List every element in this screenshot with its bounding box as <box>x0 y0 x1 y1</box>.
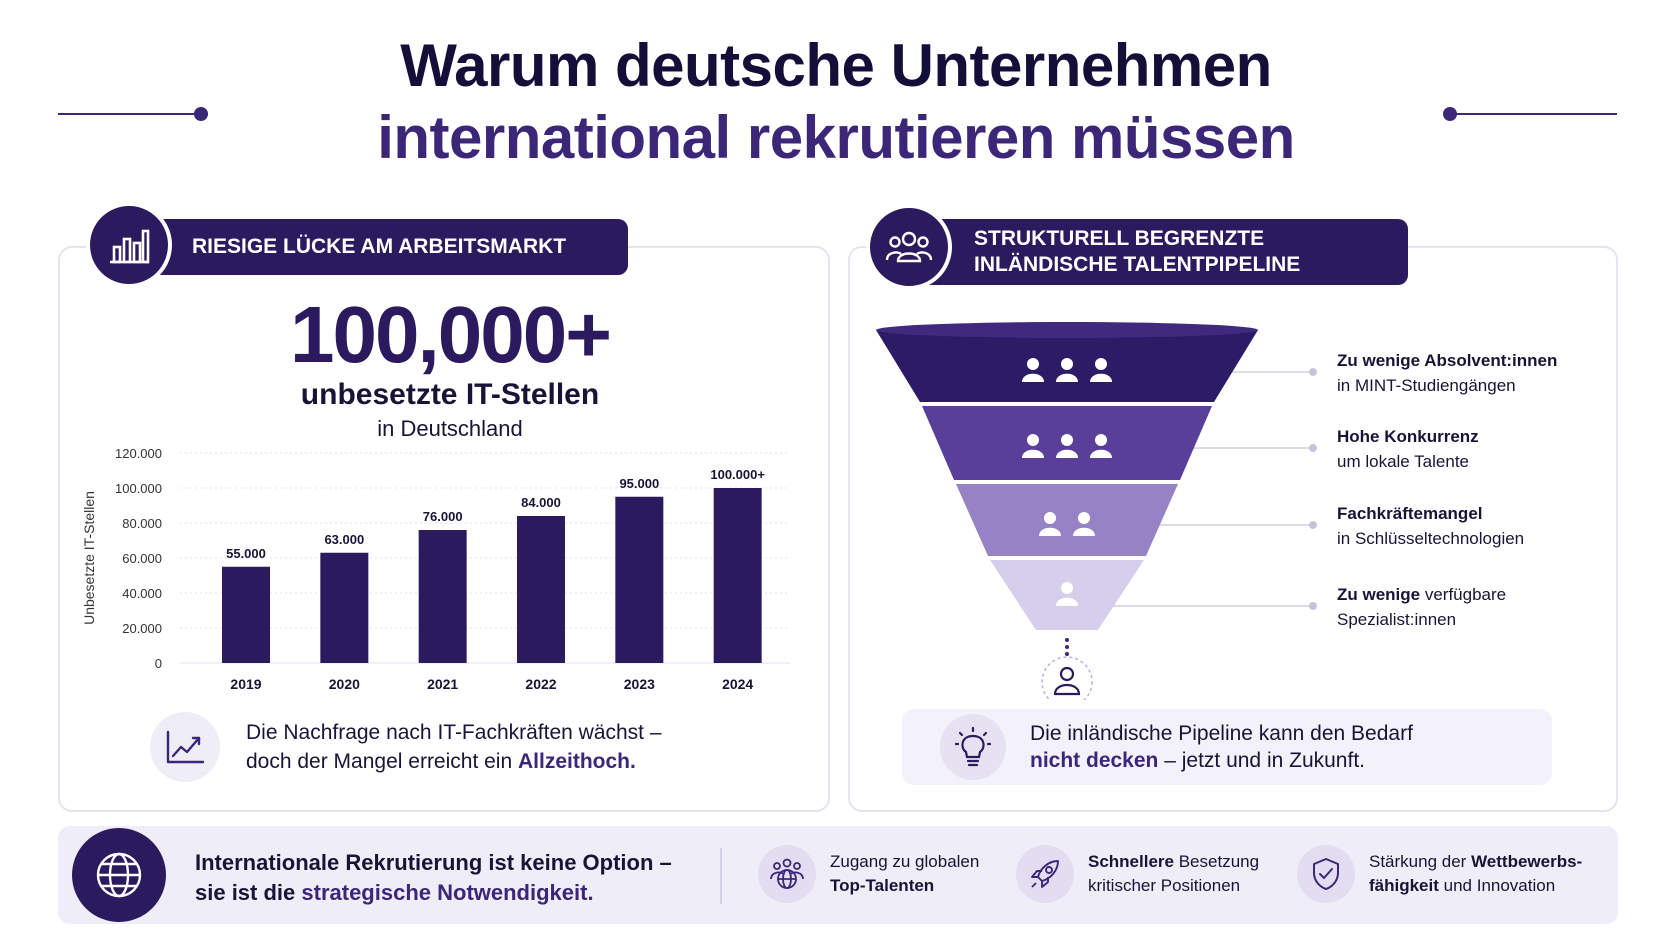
data-label: 100.000+ <box>710 467 765 482</box>
title-line-1: Warum deutsche Unternehmen <box>400 32 1272 99</box>
y-tick-label: 60.000 <box>122 551 162 566</box>
rocket-icon <box>1016 845 1074 903</box>
y-tick-label: 80.000 <box>122 516 162 531</box>
conclusion-line-1: Internationale Rekrutierung ist keine Op… <box>195 850 672 875</box>
benefit-global-talent: Zugang zu globalen Top-Talenten <box>758 845 979 903</box>
y-tick-label: 40.000 <box>122 586 162 601</box>
demand-insight: Die Nachfrage nach IT-Fachkräften wächst… <box>150 712 662 782</box>
trend-up-icon <box>150 712 220 782</box>
conclusion-highlight: strategische Notwendigkeit. <box>301 880 594 905</box>
benefit-2-line-1: Schnellere Besetzung <box>1088 850 1259 874</box>
benefit-3-line-1: Stärkung der Wettbewerbs- <box>1369 850 1582 874</box>
funnel-label-2-text: um lokale Talente <box>1337 452 1469 471</box>
benefit-3-line-2: fähigkeit und Innovation <box>1369 874 1582 898</box>
insight-highlight: Allzeithoch. <box>518 750 636 773</box>
benefit-3-bold-2: fähigkeit <box>1369 876 1439 895</box>
title-line-2: international rekrutieren müssen <box>377 104 1295 171</box>
insight-line-1: Die Nachfrage nach IT-Fachkräften wächst… <box>246 721 662 744</box>
y-axis-label: Unbesetzte IT-Stellen <box>81 491 97 625</box>
bar <box>320 552 369 663</box>
labor-gap-header-text: RIESIGE LÜCKE AM ARBEITSMARKT <box>192 235 567 258</box>
funnel-label-1-title: Zu wenige Absolvent:innen <box>1337 351 1558 370</box>
conclusion-line-2: sie ist die strategische Notwendigkeit. <box>195 878 672 908</box>
benefit-2-bold: Schnellere <box>1088 852 1174 871</box>
funnel-label-1-text: in MINT-Studiengängen <box>1337 376 1516 395</box>
bar <box>713 488 762 663</box>
y-tick-label: 100.000 <box>115 481 162 496</box>
pipeline-note-line-2-rest: – jetzt und in Zukunft. <box>1158 749 1365 772</box>
pipeline-note-line-1: Die inländische Pipeline kann den Bedarf <box>1030 722 1413 745</box>
funnel-label-2: Hohe Konkurrenz um lokale Talente <box>1337 424 1479 474</box>
pipeline-note: Die inländische Pipeline kann den Bedarf… <box>902 709 1552 785</box>
y-tick-label: 20.000 <box>122 621 162 636</box>
benefit-faster-hiring: Schnellere Besetzung kritischer Position… <box>1016 845 1259 903</box>
x-tick-label: 2020 <box>329 676 360 692</box>
data-label: 76.000 <box>423 509 463 524</box>
funnel-label-3-title: Fachkräftemangel <box>1337 504 1483 523</box>
x-tick-label: 2023 <box>624 676 655 692</box>
benefit-3-pre: Stärkung der <box>1369 852 1472 871</box>
funnel-label-1: Zu wenige Absolvent:innen in MINT-Studie… <box>1337 348 1557 398</box>
big-number: 100,000+ <box>290 290 612 379</box>
big-number-label: unbesetzte IT-Stellen <box>300 378 600 411</box>
bar <box>222 566 270 663</box>
talent-pipeline-header: STRUKTURELL BEGRENZTE INLÄNDISCHE TALENT… <box>900 219 1408 285</box>
shield-check-icon <box>1297 845 1355 903</box>
conclusion-line-2-text: sie ist die <box>195 880 302 905</box>
funnel-label-4-text: Spezialist:innen <box>1337 610 1457 629</box>
insight-line-2: doch der Mangel erreicht ein Allzeithoch… <box>246 747 662 776</box>
funnel-label-4-title-rest: verfügbare <box>1420 585 1507 604</box>
bar <box>517 516 565 663</box>
pipeline-header-line-2: INLÄNDISCHE TALENTPIPELINE <box>974 253 1301 276</box>
it-vacancies-bar-chart: 0 20.000 40.000 60.000 80.000 100.000 120.000 U… <box>81 446 790 692</box>
pipeline-note-line-2: nicht decken – jetzt und in Zukunft. <box>1030 747 1413 774</box>
x-tick-label: 2021 <box>427 676 458 692</box>
benefit-3-bold: Wettbewerbs- <box>1471 852 1583 871</box>
y-tick-label: 120.000 <box>115 446 162 461</box>
single-person-icon <box>1053 666 1081 696</box>
x-tick-label: 2019 <box>230 676 261 692</box>
people-group-icon <box>866 204 952 290</box>
conclusion-bar <box>58 826 1618 924</box>
lightbulb-icon <box>940 714 1006 780</box>
funnel-tier-3 <box>956 484 1178 556</box>
data-label: 84.000 <box>521 495 561 510</box>
y-tick-label: 0 <box>155 656 162 671</box>
funnel-label-3: Fachkräftemangel in Schlüsseltechnologie… <box>1337 501 1524 551</box>
page-title: Warum deutsche Unternehmen international… <box>0 30 1672 174</box>
data-label: 63.000 <box>324 532 364 547</box>
funnel-label-4-title: Zu wenige <box>1337 585 1421 604</box>
benefit-1-line-2: Top-Talenten <box>830 876 935 895</box>
data-label: 95.000 <box>619 476 659 491</box>
conclusion-divider <box>720 848 722 904</box>
bar <box>615 496 664 663</box>
pipeline-note-highlight: nicht decken <box>1030 749 1159 772</box>
funnel-label-2-title: Hohe Konkurrenz <box>1337 427 1479 446</box>
bar <box>418 530 467 663</box>
global-talent-icon <box>758 845 816 903</box>
funnel-label-4: Zu wenige verfügbare Spezialist:innen <box>1337 582 1506 632</box>
pipeline-header-line-1: STRUKTURELL BEGRENZTE <box>974 227 1265 250</box>
title-decoration-left <box>58 113 208 115</box>
bar-chart-icon <box>86 202 172 288</box>
benefit-competitiveness: Stärkung der Wettbewerbs- fähigkeit und … <box>1297 845 1582 903</box>
title-decoration-dot-left <box>194 107 208 121</box>
benefit-2-line-2: kritischer Positionen <box>1088 876 1241 895</box>
title-decoration-right <box>1455 113 1617 115</box>
funnel-tier-4 <box>990 560 1144 630</box>
globe-icon <box>72 828 166 922</box>
conclusion-text: Internationale Rekrutierung ist keine Op… <box>195 848 672 908</box>
x-tick-label: 2024 <box>722 676 753 692</box>
title-decoration-dot-right <box>1443 107 1457 121</box>
labor-gap-header: RIESIGE LÜCKE AM ARBEITSMARKT <box>130 219 628 275</box>
data-label: 55.000 <box>226 546 266 561</box>
insight-line-2-text: doch der Mangel erreicht ein <box>246 750 518 773</box>
benefit-1-line-1: Zugang zu globalen <box>830 852 980 871</box>
big-number-sublabel: in Deutschland <box>377 416 523 441</box>
x-tick-label: 2022 <box>525 676 556 692</box>
benefit-2-rest: Besetzung <box>1174 852 1260 871</box>
funnel-label-3-text: in Schlüsseltechnologien <box>1337 529 1525 548</box>
talent-funnel <box>876 322 1317 700</box>
benefit-3-rest: und Innovation <box>1438 876 1556 895</box>
